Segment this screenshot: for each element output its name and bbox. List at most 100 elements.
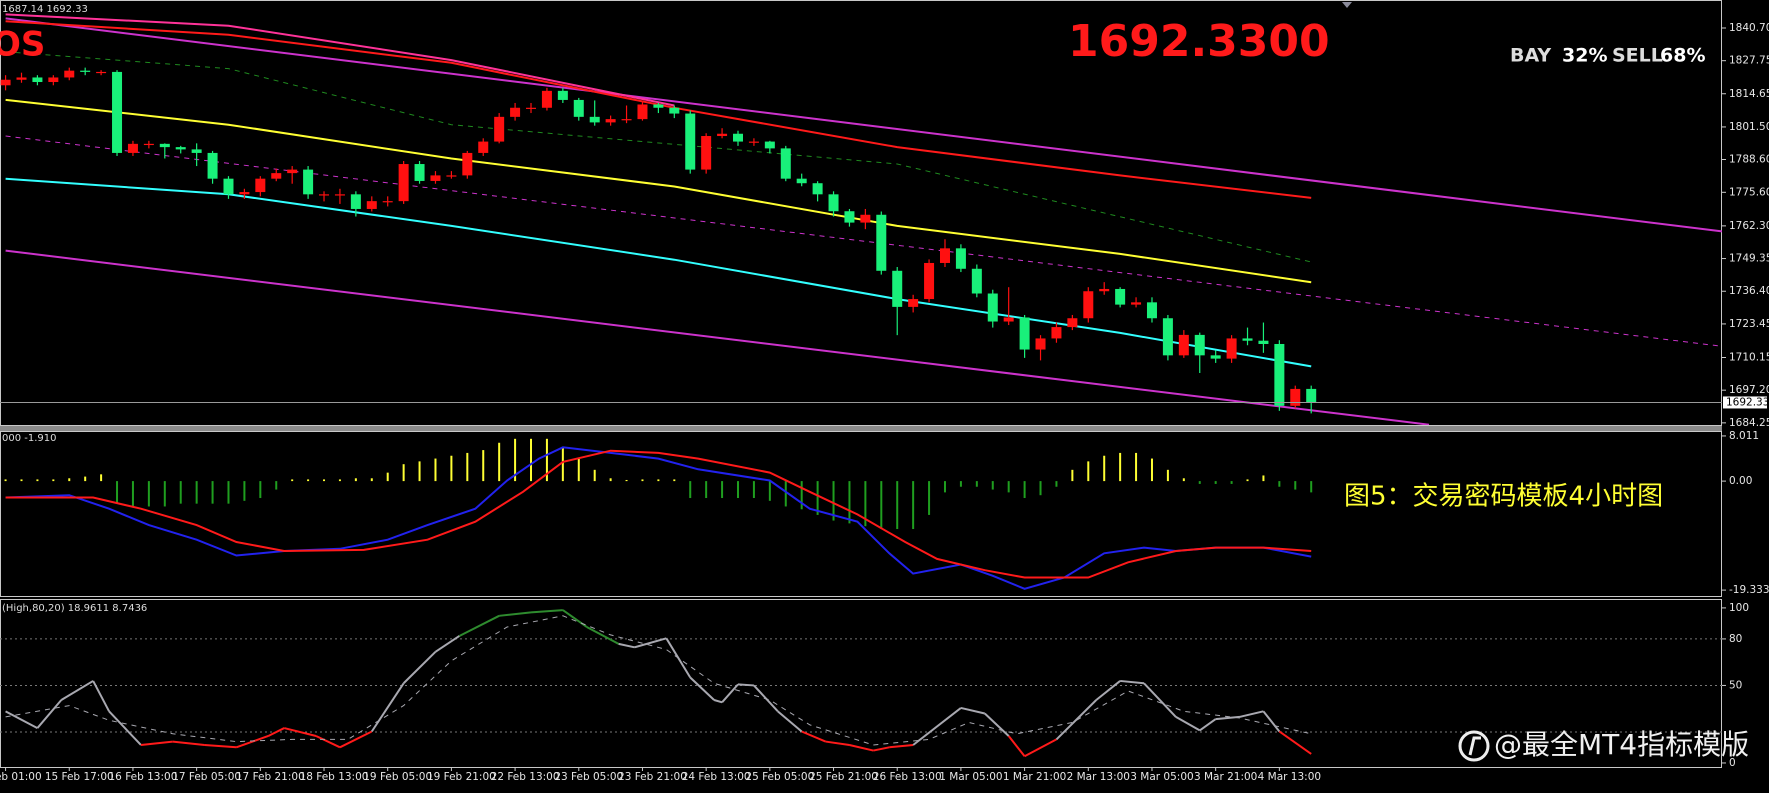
candle-body [621,119,632,121]
candle-body [223,178,234,195]
candle-body [780,148,791,179]
candle-body [382,201,393,203]
stochastic-segment [1199,718,1217,732]
candle-body [16,77,27,80]
candle-body [987,293,998,322]
stochastic-segment [236,735,269,749]
candle-body [1258,340,1269,344]
overlay-line [5,98,1312,284]
histogram-bar [1023,481,1026,499]
x-tick-label: 23 Feb 05:00 [554,771,623,783]
candle-body [1083,291,1094,319]
histogram-bar [482,450,485,482]
overlay-line [5,13,675,107]
stochastic-segment [984,712,1010,737]
y-tick-label: 100 [1729,602,1749,614]
watermark-icon [1458,730,1490,762]
histogram-bar [147,481,150,507]
candle-body [478,141,489,153]
histogram-bar [179,481,182,504]
histogram-bar [291,479,294,482]
y-tick-label: 0.00 [1729,475,1752,487]
candle-body [32,77,43,83]
histogram-bar [864,481,867,527]
y-tick-label: 8.011 [1729,430,1759,442]
buy-label: BAY [1510,45,1551,67]
x-tick-label: 18 Feb 13:00 [300,771,369,783]
histogram-bar [545,438,548,482]
histogram-bar [912,481,915,530]
candle-body [541,90,552,108]
y-tick-label: 1840.70 [1729,22,1769,34]
candle-body [764,141,775,149]
candle-body [366,201,377,209]
stochastic-segment [204,743,237,749]
histogram-bar [577,458,580,482]
histogram-bar [354,478,357,482]
stochastic-segment [402,651,437,684]
histogram-bar [402,464,405,482]
histogram-bar [1278,481,1281,487]
histogram-bar [800,481,803,510]
stochastic-segment [36,699,63,729]
candle-body [876,214,887,271]
histogram-bar [36,479,39,482]
candle-body [1115,288,1126,305]
overlay-line [5,135,1722,347]
histogram-bar [1071,469,1074,482]
candle-body [1146,302,1157,319]
x-tick-label: 24 Feb 13:00 [682,771,751,783]
histogram-bar [4,479,7,482]
histogram-bar [928,481,931,515]
stochastic-segment [60,680,94,701]
price-display: 1692.3300 [1068,16,1330,67]
stochastic-segment [1278,730,1312,755]
histogram-bar [1039,481,1042,496]
stochastic-panel-frame [0,599,1722,768]
x-tick-label: 3 Mar 05:00 [1130,771,1193,783]
candle-body [462,152,473,176]
histogram-bar [1007,481,1010,493]
candle-body [860,214,871,223]
candle-body [319,194,330,196]
y-tick-label: -19.333 [1729,584,1769,596]
histogram-bar [386,472,389,482]
stochastic-segment [912,707,962,746]
overlay-line [5,17,1722,233]
histogram-bar [816,481,819,515]
stochastic-segment [499,611,532,617]
y-tick-label: 1736.40 [1729,285,1769,297]
y-tick-label: 1788.60 [1729,153,1769,165]
y-tick-label: 1684.25 [1729,417,1769,429]
stochastic-segment [370,682,405,733]
candle-body [1178,334,1189,356]
histogram-bar [227,481,230,504]
candle-body [303,169,314,195]
candle-body [334,194,345,196]
histogram-bar [498,442,501,482]
candle-body [398,164,409,202]
stochastic-segment [1239,710,1264,718]
candle-body [1210,355,1221,359]
histogram-bar [259,481,262,499]
y-tick-label: 1710.15 [1729,351,1769,363]
candle-body [1290,388,1301,406]
y-tick-label: 1749.35 [1729,253,1769,265]
stochastic-segment [873,746,890,752]
candle-body [271,173,282,179]
stochastic-segment [634,637,667,649]
x-tick-label: 2 Mar 13:00 [1067,771,1130,783]
histogram-bar [880,481,883,530]
histogram-bar [1246,479,1249,482]
histogram-bar [514,438,517,482]
candle-body [1162,318,1173,356]
stochastic-segment [689,676,715,701]
stochastic-segment [1007,735,1026,757]
candle-body [1242,338,1253,341]
candle-body [175,147,186,150]
candle-body [955,248,966,269]
candle-body [717,133,728,137]
candle-body [446,175,457,177]
candle-body [430,175,441,181]
stochastic-segment [960,706,986,715]
